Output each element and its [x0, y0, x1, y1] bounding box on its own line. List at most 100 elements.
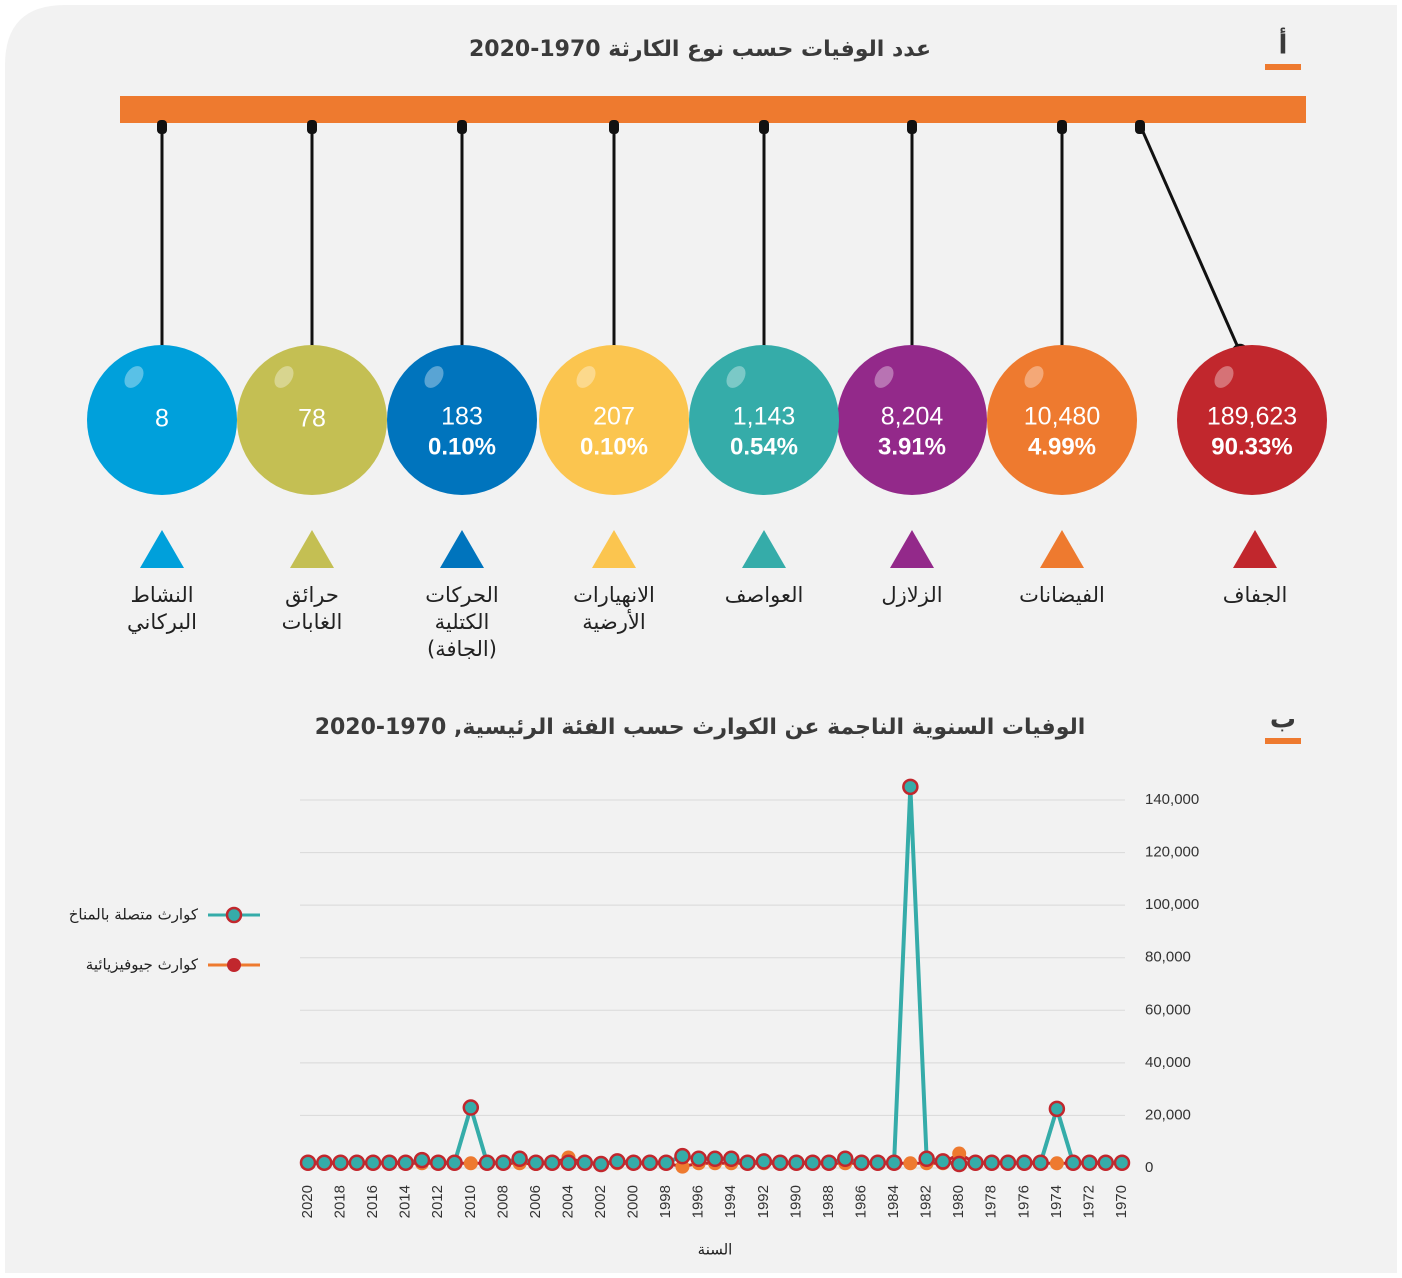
data-point	[788, 1154, 805, 1171]
x-tick-label: 2004	[559, 1185, 576, 1218]
x-tick-label: 1986	[852, 1185, 869, 1218]
data-point	[657, 1154, 675, 1171]
data-point	[1064, 1154, 1082, 1171]
ball-share: 0.10%	[428, 433, 496, 460]
disaster-name: العواصف	[725, 583, 804, 607]
disaster-name: الجفاف	[1223, 583, 1288, 607]
ball-share: 0.54%	[730, 433, 798, 460]
data-point	[641, 1154, 659, 1171]
icon	[1040, 530, 1084, 568]
data-point	[1048, 1100, 1066, 1118]
x-tick-label: 1998	[657, 1185, 674, 1218]
data-point	[690, 1150, 707, 1168]
data-point	[625, 1154, 642, 1171]
x-tick-label: 1992	[755, 1185, 772, 1218]
icon	[440, 530, 484, 568]
data-point	[348, 1154, 366, 1171]
knob	[457, 120, 467, 134]
highlight	[124, 366, 144, 388]
x-tick-label: 1978	[983, 1185, 1000, 1218]
disaster-name: (الجافة)	[427, 637, 497, 661]
ball-deaths: 8,204	[881, 403, 944, 431]
ball-deaths: 1,143	[733, 403, 796, 431]
y-tick-label: 120,000	[1145, 844, 1199, 861]
legend-label: كوارث جيوفيزيائية	[86, 956, 199, 974]
ball-deaths: 189,623	[1207, 403, 1297, 431]
data-point	[1049, 1156, 1064, 1171]
data-point	[332, 1154, 349, 1171]
x-tick-label: 2014	[397, 1185, 414, 1218]
data-point	[463, 1156, 478, 1171]
data-point	[560, 1154, 577, 1171]
data-point	[478, 1154, 496, 1171]
panel-label: أ	[1279, 28, 1288, 61]
ball-share: 90.33%	[1211, 433, 1292, 460]
data-point	[674, 1147, 691, 1165]
legend-marker	[227, 958, 241, 972]
data-point	[364, 1154, 382, 1171]
data-point	[592, 1155, 610, 1173]
panel-label: ب	[1270, 705, 1296, 735]
ball-deaths: 183	[441, 403, 483, 431]
data-point	[511, 1150, 528, 1168]
legend-marker	[225, 906, 243, 924]
ball	[387, 345, 537, 495]
x-tick-label: 1970	[1113, 1185, 1130, 1218]
knob	[307, 120, 317, 134]
rod	[1138, 124, 1242, 353]
data-point	[381, 1154, 398, 1171]
x-axis-title: السنة	[698, 1241, 733, 1259]
knob	[759, 120, 769, 134]
ball	[1177, 345, 1327, 495]
icon	[592, 530, 636, 568]
y-tick-label: 60,000	[1145, 1001, 1191, 1018]
disaster-name: الانهيارات	[573, 583, 655, 607]
highlight	[726, 366, 746, 388]
data-point	[609, 1153, 626, 1170]
legend-label: كوارث متصلة بالمناخ	[69, 906, 199, 924]
x-tick-label: 2006	[527, 1185, 544, 1218]
data-point	[1016, 1154, 1033, 1171]
icon	[140, 530, 184, 568]
icon	[290, 530, 334, 568]
x-tick-label: 2020	[299, 1185, 316, 1218]
data-point	[299, 1154, 317, 1171]
disaster-name: الكتلية	[435, 610, 490, 634]
data-point	[1081, 1154, 1098, 1171]
data-point	[902, 778, 919, 796]
knob	[1057, 120, 1067, 134]
x-tick-label: 1980	[950, 1185, 967, 1218]
ball	[837, 345, 987, 495]
disaster-name: حرائق	[285, 583, 339, 607]
data-point	[316, 1154, 333, 1171]
icon	[890, 530, 934, 568]
y-tick-label: 20,000	[1145, 1106, 1191, 1123]
data-point	[885, 1154, 903, 1171]
disaster-name: البركاني	[127, 610, 197, 634]
data-point	[950, 1155, 968, 1173]
data-point	[527, 1154, 545, 1171]
data-point	[918, 1150, 935, 1168]
chart-title: الوفيات السنوية الناجمة عن الكوارث حسب ا…	[315, 715, 1086, 740]
data-point	[429, 1154, 447, 1171]
data-point	[1032, 1154, 1049, 1171]
disaster-name: الأرضية	[582, 609, 645, 634]
y-tick-label: 40,000	[1145, 1054, 1191, 1071]
data-point	[999, 1154, 1017, 1171]
ball	[987, 345, 1137, 495]
data-point	[836, 1150, 854, 1168]
ball-share: 3.91%	[878, 433, 946, 460]
data-point	[739, 1154, 756, 1171]
x-tick-label: 1994	[722, 1185, 739, 1218]
data-point	[967, 1154, 984, 1171]
data-point	[820, 1154, 838, 1171]
x-tick-label: 2002	[592, 1185, 609, 1218]
disaster-name: الزلازل	[881, 583, 942, 607]
ball-deaths: 207	[593, 403, 635, 431]
data-point	[934, 1153, 952, 1170]
panel-underline	[1265, 64, 1301, 70]
disaster-name: الغابات	[282, 610, 343, 634]
icon	[1233, 530, 1277, 568]
ball-deaths: 8	[155, 405, 169, 433]
